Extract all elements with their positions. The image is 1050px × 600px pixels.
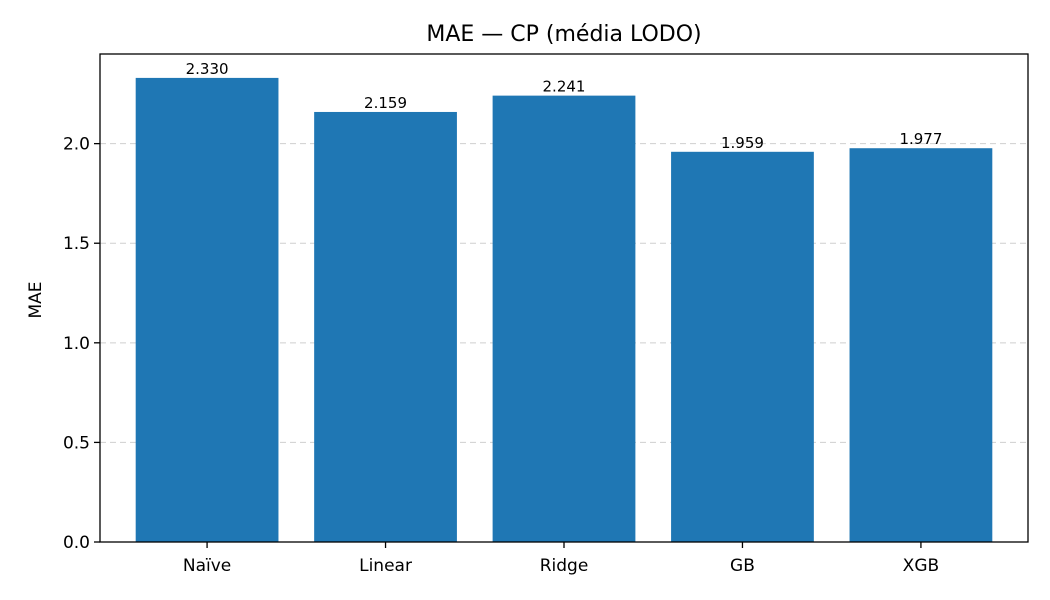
y-tick-label: 1.5 xyxy=(63,234,90,254)
y-tick-label: 2.0 xyxy=(63,135,90,155)
x-tick-label: Ridge xyxy=(540,556,589,576)
bar-ridge xyxy=(492,95,636,542)
bars xyxy=(135,77,993,543)
bar-value-label: 2.241 xyxy=(543,78,586,96)
bar-value-label: 1.959 xyxy=(721,134,764,152)
bar-gb xyxy=(671,151,814,542)
y-tick-label: 0.5 xyxy=(63,433,90,453)
x-axis-ticks: Naïve Linear Ridge GB XGB xyxy=(183,542,939,576)
bar-nave xyxy=(135,77,279,542)
x-tick-label: XGB xyxy=(903,556,939,576)
bar-value-label: 1.977 xyxy=(899,130,942,148)
chart-title: MAE — CP (média LODO) xyxy=(426,22,701,47)
x-tick-label: Naïve xyxy=(183,556,231,576)
y-tick-label: 0.0 xyxy=(63,533,90,553)
x-tick-label: GB xyxy=(730,556,755,576)
y-axis-label: MAE xyxy=(26,281,46,318)
bar-xgb xyxy=(849,148,993,543)
x-tick-label: Linear xyxy=(359,556,412,576)
bar-linear xyxy=(314,111,457,542)
y-tick-label: 1.0 xyxy=(63,334,90,354)
bar-value-label: 2.330 xyxy=(186,60,229,78)
bar-value-label: 2.159 xyxy=(364,94,407,112)
value-labels: 2.330 2.159 2.241 1.959 1.977 xyxy=(186,60,943,152)
y-axis-ticks: 0.0 0.5 1.0 1.5 2.0 xyxy=(63,135,100,553)
plot-frame xyxy=(99,53,1029,543)
